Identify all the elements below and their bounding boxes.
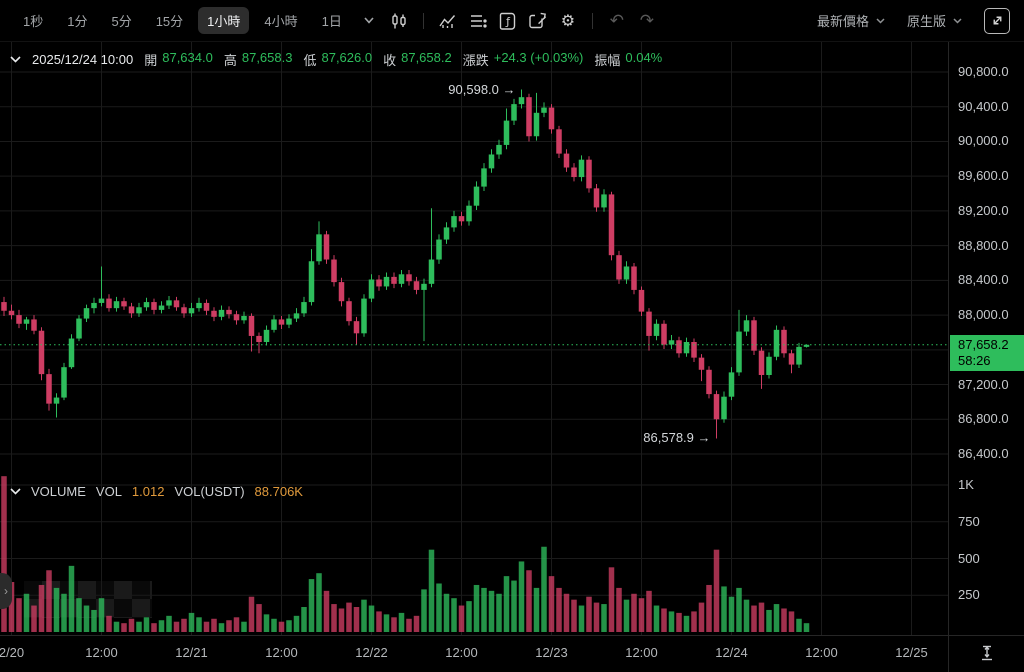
price-axis[interactable]: 87,658.2 58:26 90,800.0 90,400.0 90,000.0 8… [948, 42, 1024, 672]
version-dropdown[interactable]: 原生版 [907, 11, 962, 30]
time-axis-label: 12:00 [625, 645, 658, 660]
version-label: 原生版 [906, 14, 946, 29]
volume-header: VOLUME VOL 1.012 VOL(USDT) 88.706K [10, 484, 303, 499]
interval-button-1秒[interactable]: 1秒 [23, 14, 44, 29]
time-axis-label: 12:00 [265, 645, 298, 660]
price-axis-label: 88,000.0 [958, 307, 1009, 323]
price-axis-label: 88,800.0 [958, 237, 1009, 253]
interval-button-1小時[interactable]: 1小時 [198, 7, 250, 34]
interval-chevron-down-icon[interactable] [357, 9, 381, 33]
price-axis-label: 86,800.0 [958, 411, 1009, 427]
svg-text:ƒ: ƒ [505, 15, 511, 28]
amplitude-label: 振幅 [594, 53, 621, 68]
indicator-list-icon[interactable] [466, 9, 490, 33]
toolbar-divider [422, 12, 424, 29]
settings-gear-icon[interactable]: ⚙ [560, 12, 576, 30]
fullscreen-icon[interactable] [984, 7, 1010, 34]
price-axis-label: 87,200.0 [958, 376, 1009, 392]
indicators-icon[interactable] [436, 9, 460, 33]
interval-button-1日[interactable]: 1日 [321, 14, 342, 29]
open-value: 87,634.0 [162, 50, 213, 65]
low-value: 87,626.0 [321, 50, 373, 65]
time-axis-label: 12:00 [445, 645, 478, 660]
high-value: 87,658.3 [241, 50, 293, 65]
price-scale-reset-icon[interactable] [978, 644, 996, 664]
price-axis-label: 88,400.0 [958, 272, 1009, 288]
vol-value: 1.012 [131, 484, 165, 499]
time-axis-label: 12/25 [895, 645, 928, 660]
current-price-value: 87,658.2 [958, 336, 1009, 352]
time-axis-label: 12:00 [85, 645, 118, 660]
interval-button-15分[interactable]: 15分 [155, 14, 184, 29]
price-axis-label: 90,800.0 [958, 64, 1009, 79]
price-axis-label: 90,400.0 [958, 98, 1009, 114]
price-mode-label: 最新價格 [816, 14, 869, 29]
candle-datetime: 2025/12/24 10:00 [32, 52, 134, 67]
price-axis-label: 90,000.0 [958, 133, 1009, 149]
low-price-annotation: 86,578.9 → [643, 430, 711, 446]
volume-axis-label: 500 [958, 550, 980, 566]
high-label: 高 [223, 53, 237, 68]
chevron-down-icon [876, 17, 885, 24]
volume-chevron-down-icon[interactable] [10, 488, 21, 495]
panel-expand-handle[interactable]: › [0, 573, 12, 609]
volume-axis-label: 1K [958, 477, 974, 492]
price-axis-label: 89,600.0 [958, 168, 1009, 184]
change-value: +24.3 (+0.03%) [493, 50, 584, 65]
interval-button-4小時[interactable]: 4小時 [264, 14, 298, 29]
time-axis-label: 12/22 [355, 645, 388, 660]
price-axis-label: 86,400.0 [958, 445, 1009, 461]
interval-selector: 1秒 1分 5分 15分 1小時 4小時 1日 [14, 7, 351, 34]
time-axis-label: 2/20 [0, 645, 25, 660]
time-axis-label: 12/23 [535, 645, 568, 660]
volume-axis-label: 750 [958, 513, 980, 529]
chevron-down-icon [953, 17, 962, 24]
toolbar-right: 最新價格 原生版 [817, 7, 1010, 34]
close-label: 收 [383, 53, 397, 68]
time-axis[interactable]: 2/20 12:00 12/21 12:00 12/22 12:00 12/23 12:00 1… [0, 635, 1024, 672]
ohlc-bar: 2025/12/24 10:00 開 87,634.0 高 87,658.3 低 87… [10, 50, 662, 69]
volume-title: VOLUME [31, 484, 86, 499]
ohlc-chevron-down-icon[interactable] [10, 56, 21, 63]
close-value: 87,658.2 [401, 50, 452, 65]
candlestick-style-icon[interactable] [387, 9, 411, 33]
interval-button-1分[interactable]: 1分 [67, 14, 88, 29]
toolbar-divider [591, 12, 593, 29]
amplitude-value: 0.04% [625, 50, 663, 65]
price-mode-dropdown[interactable]: 最新價格 [817, 11, 885, 30]
change-label: 漲跌 [462, 53, 489, 68]
toolbar: 1秒 1分 5分 15分 1小時 4小時 1日 ƒ [0, 0, 1024, 42]
time-axis-label: 12:00 [805, 645, 838, 660]
export-icon[interactable] [526, 9, 550, 33]
time-axis-label: 12/21 [175, 645, 208, 660]
time-axis-label: 12/24 [715, 645, 748, 660]
price-axis-label: 89,200.0 [958, 202, 1009, 218]
volume-axis-label: 250 [958, 587, 980, 603]
vol-label: VOL [95, 484, 122, 499]
redo-icon[interactable]: ↷ [639, 10, 654, 30]
vol-usdt-value: 88.706K [254, 484, 303, 499]
vol-usdt-label: VOL(USDT) [174, 484, 245, 499]
undo-icon[interactable]: ↶ [609, 10, 624, 30]
candle-countdown: 58:26 [958, 352, 991, 368]
formula-icon[interactable]: ƒ [496, 9, 520, 33]
interval-button-5分[interactable]: 5分 [111, 14, 132, 29]
open-label: 開 [144, 53, 158, 68]
low-label: 低 [303, 53, 317, 68]
current-price-badge[interactable]: 87,658.2 58:26 [950, 334, 1024, 371]
high-price-annotation: 90,598.0 → [448, 81, 516, 97]
